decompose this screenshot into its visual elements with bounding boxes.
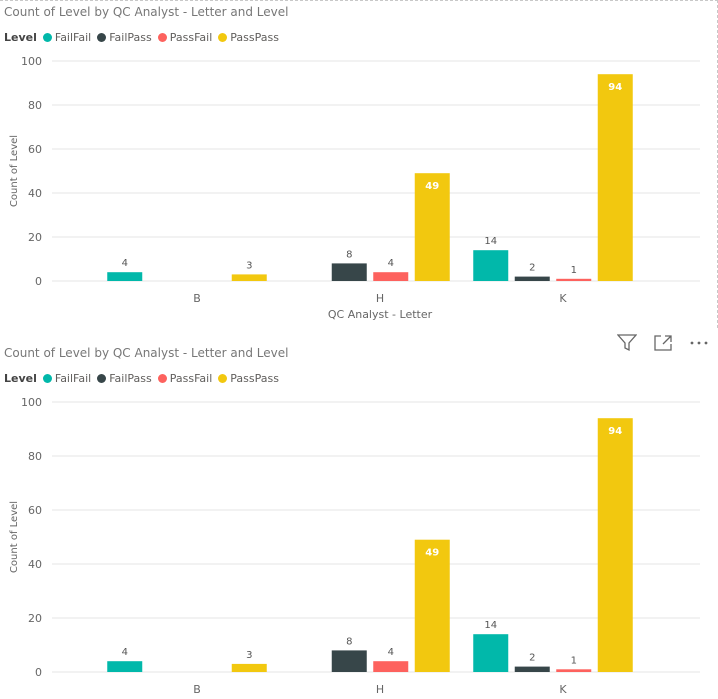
chart-visual-top[interactable]: Count of Level by QC Analyst - Letter an…	[0, 0, 718, 328]
legend-label: PassFail	[169, 372, 213, 385]
bar-passpass-k	[597, 74, 633, 281]
more-options-icon[interactable]	[688, 332, 710, 354]
bar-passpass-k	[597, 418, 633, 672]
legend-dot-icon	[97, 374, 107, 383]
x-tick-label: K	[559, 683, 567, 696]
bar-passfail-k	[556, 278, 592, 281]
y-tick-label: 20	[28, 231, 42, 244]
data-label: 3	[246, 260, 252, 271]
y-tick-label: 0	[35, 666, 42, 679]
y-axis-label: Count of Level	[9, 135, 20, 207]
data-label: 2	[529, 263, 535, 274]
x-tick-label: B	[193, 683, 201, 696]
legend-label: PassFail	[169, 31, 213, 44]
legend-label: FailPass	[109, 31, 152, 44]
x-tick-label: B	[193, 292, 201, 305]
legend-item-passfail[interactable]: PassFail	[157, 31, 213, 44]
y-tick-label: 20	[28, 612, 42, 625]
legend-title: Level	[4, 31, 37, 44]
focus-mode-icon[interactable]	[652, 332, 674, 354]
y-tick-label: 80	[28, 450, 42, 463]
chart-title: Count of Level by QC Analyst - Letter an…	[4, 5, 289, 19]
bar-failfail-k	[473, 250, 509, 281]
legend-item-failfail[interactable]: FailFail	[42, 372, 92, 385]
legend-dot-icon	[157, 33, 167, 42]
legend-dot-icon	[157, 374, 167, 383]
bar-passfail-h	[373, 661, 409, 672]
bar-failfail-b	[107, 272, 143, 281]
data-label: 14	[484, 620, 497, 631]
data-label: 8	[346, 636, 352, 647]
x-tick-label: H	[376, 292, 384, 305]
legend-item-passpass[interactable]: PassPass	[218, 372, 279, 385]
legend-dot-icon	[218, 374, 228, 383]
legend-label: FailFail	[54, 372, 92, 385]
bar-failpass-k	[514, 276, 550, 281]
chart-legend: Level FailFail FailPass PassFail PassPas…	[4, 372, 285, 385]
legend-label: FailPass	[109, 372, 152, 385]
legend-label: PassPass	[230, 31, 279, 44]
bar-passpass-b	[231, 274, 267, 281]
data-label: 49	[425, 548, 439, 559]
y-tick-label: 60	[28, 143, 42, 156]
data-label: 94	[608, 426, 622, 437]
legend-label: PassPass	[230, 372, 279, 385]
legend-title: Level	[4, 372, 37, 385]
data-label: 8	[346, 249, 352, 260]
data-label: 3	[246, 650, 252, 661]
chart-plot-area: 0 20 40 60 80 100 Count of Level 4 3 B 8 4 49 H 14 2 1 94…	[9, 55, 700, 321]
legend-dot-icon	[42, 374, 52, 383]
bar-passfail-k	[556, 669, 592, 672]
chart-plot-area: 0 20 40 60 80 100 Count of Level 4 3 B 8 4 49 H 14 2 1 94…	[9, 396, 700, 696]
bar-passfail-h	[373, 272, 409, 281]
y-tick-label: 60	[28, 504, 42, 517]
legend-item-failpass[interactable]: FailPass	[97, 372, 152, 385]
bar-passpass-h	[414, 173, 450, 281]
y-tick-label: 40	[28, 187, 42, 200]
bar-failfail-k	[473, 634, 509, 672]
chart-legend: Level FailFail FailPass PassFail PassPas…	[4, 31, 285, 44]
y-tick-label: 40	[28, 558, 42, 571]
data-label: 4	[122, 647, 128, 658]
data-label: 2	[529, 653, 535, 664]
data-label: 4	[388, 647, 394, 658]
legend-dot-icon	[97, 33, 107, 42]
legend-dot-icon	[218, 33, 228, 42]
y-tick-label: 0	[35, 275, 42, 288]
bar-passpass-h	[414, 539, 450, 672]
data-label: 4	[388, 258, 394, 269]
legend-item-passfail[interactable]: PassFail	[157, 372, 213, 385]
bar-failpass-h	[331, 263, 367, 281]
bar-failpass-k	[514, 666, 550, 672]
legend-label: FailFail	[54, 31, 92, 44]
data-label: 1	[571, 265, 577, 276]
data-label: 94	[608, 82, 622, 93]
filter-icon[interactable]	[616, 332, 638, 354]
y-tick-label: 100	[21, 396, 42, 409]
y-tick-label: 100	[21, 55, 42, 68]
x-tick-label: K	[559, 292, 567, 305]
legend-item-failpass[interactable]: FailPass	[97, 31, 152, 44]
x-tick-label: H	[376, 683, 384, 696]
legend-dot-icon	[42, 33, 52, 42]
chart-title: Count of Level by QC Analyst - Letter an…	[4, 346, 289, 360]
bar-failfail-b	[107, 661, 143, 672]
legend-item-passpass[interactable]: PassPass	[218, 31, 279, 44]
data-label: 14	[484, 236, 497, 247]
x-axis-label: QC Analyst - Letter	[328, 308, 433, 321]
chart-visual-bottom[interactable]: Count of Level by QC Analyst - Letter an…	[0, 334, 718, 699]
visual-toolbar	[616, 332, 710, 354]
legend-item-failfail[interactable]: FailFail	[42, 31, 92, 44]
data-label: 4	[122, 258, 128, 269]
y-tick-label: 80	[28, 99, 42, 112]
data-label: 1	[571, 655, 577, 666]
bar-failpass-h	[331, 650, 367, 672]
bar-passpass-b	[231, 663, 267, 672]
y-axis-label: Count of Level	[9, 501, 20, 573]
data-label: 49	[425, 181, 439, 192]
